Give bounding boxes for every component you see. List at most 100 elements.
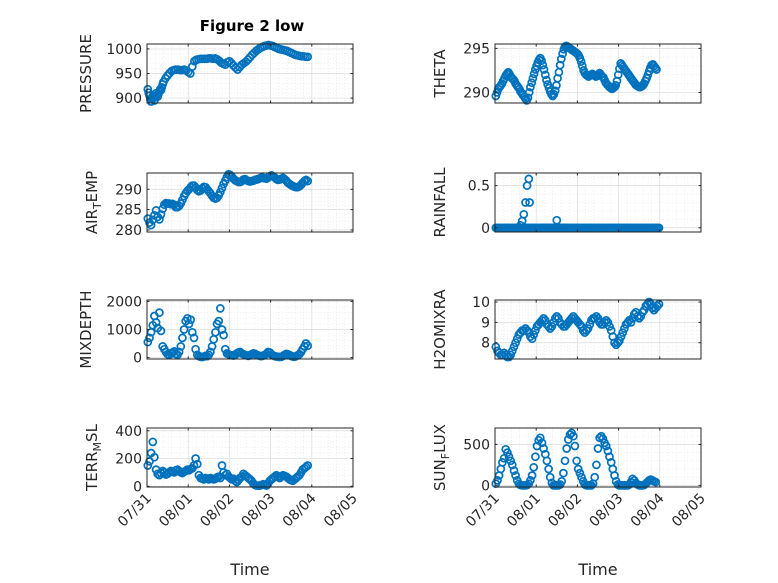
y-tick-label: 2000	[106, 294, 142, 310]
x-tick-label: 08/01	[156, 491, 196, 531]
data-point	[537, 56, 546, 66]
data-point	[626, 318, 636, 327]
data-point	[572, 456, 581, 466]
data-point	[556, 54, 566, 64]
data-point	[303, 341, 313, 351]
data-point	[506, 456, 516, 466]
series-markers	[143, 169, 313, 230]
y-tick-label: 285	[115, 203, 142, 219]
data-point	[577, 472, 586, 482]
data-point	[575, 468, 585, 478]
x-tick-label: 08/04	[628, 490, 668, 530]
data-point	[560, 456, 570, 466]
data-point	[156, 210, 166, 219]
x-tick-label: 08/04	[280, 490, 320, 530]
data-point	[301, 462, 311, 472]
data-point	[560, 223, 570, 233]
x-axis-label: Time	[229, 560, 269, 579]
subplot-mixdepth: 0 1000 2000 MIXDEPTH	[77, 290, 354, 369]
y-tick-label: 950	[115, 67, 142, 83]
data-point	[303, 52, 313, 62]
data-point	[540, 70, 550, 80]
data-point	[511, 471, 520, 480]
data-point	[535, 433, 545, 443]
data-point	[529, 330, 539, 339]
series-markers	[143, 40, 313, 106]
y-axis-label: SUNFLUX	[431, 424, 452, 491]
data-point	[525, 198, 534, 207]
y-tick-label: 400	[115, 424, 142, 440]
data-point	[552, 215, 562, 225]
data-point	[592, 460, 601, 470]
series-markers	[143, 304, 313, 362]
axes-frame	[494, 172, 702, 233]
series-markers	[491, 41, 661, 105]
data-point	[146, 220, 156, 230]
data-point	[206, 347, 215, 357]
figure-title: Figure 2 low	[200, 17, 305, 35]
data-point	[567, 313, 576, 323]
data-point	[611, 81, 621, 90]
y-tick-label: 8	[481, 336, 490, 352]
data-point	[509, 342, 519, 352]
subplot-sun-flux: 07/31 08/01 08/02 08/03 08/04 08/05 0 500 SUNFLU…	[431, 424, 709, 579]
data-point	[605, 322, 614, 331]
y-tick-label: 290	[115, 182, 142, 198]
data-point	[526, 82, 535, 92]
data-point	[178, 333, 187, 343]
y-tick-label: 0	[481, 478, 490, 494]
subplot-air-temp: 280 285 290 AIRTEMP	[83, 169, 354, 239]
x-axis-label: Time	[577, 560, 617, 579]
data-point	[573, 464, 583, 474]
data-point	[155, 215, 164, 224]
axes-frame	[146, 172, 354, 233]
data-point	[303, 461, 313, 470]
data-point	[652, 301, 662, 311]
data-point	[587, 481, 596, 490]
data-point	[493, 476, 502, 485]
y-axis-label: THETA	[431, 49, 449, 99]
y-axis-label: RAINFALL	[431, 167, 449, 238]
data-point	[519, 209, 529, 219]
subplot-h2omixra: 8 9 10 H2OMIXRA	[431, 289, 702, 370]
x-tick-label: 08/03	[587, 491, 627, 531]
x-tick-label: 08/02	[197, 491, 237, 531]
data-point	[155, 308, 164, 317]
y-tick-label: 0	[481, 221, 490, 237]
axes-frame	[494, 299, 702, 360]
data-point	[511, 338, 520, 348]
data-point	[509, 466, 519, 475]
data-point	[145, 333, 154, 343]
data-point	[544, 464, 553, 474]
data-point	[528, 73, 538, 83]
data-point	[537, 438, 547, 448]
data-point	[219, 330, 228, 340]
data-point	[215, 304, 225, 313]
y-tick-label: 10	[472, 295, 490, 311]
data-point	[303, 176, 313, 186]
data-point	[539, 444, 548, 453]
data-point	[576, 57, 586, 66]
data-point	[150, 452, 159, 462]
data-point	[176, 342, 186, 351]
y-tick-label: 900	[115, 91, 142, 107]
x-tick-label: 08/02	[545, 491, 585, 531]
data-point	[593, 444, 603, 453]
data-point	[550, 86, 560, 96]
data-point	[189, 333, 199, 343]
data-point	[562, 444, 572, 453]
y-axis-label: PRESSURE	[77, 34, 95, 113]
x-tick-label: 08/03	[239, 491, 279, 531]
data-point	[151, 318, 161, 327]
subplot-rainfall: 0 0.5 RAINFALL	[431, 167, 702, 238]
subplot-pressure: 900 950 1000 PRESSURE	[77, 34, 354, 113]
x-tick-label: 07/31	[463, 491, 503, 531]
series-markers	[143, 437, 313, 490]
data-point	[616, 332, 626, 341]
data-point	[526, 476, 535, 485]
data-point	[557, 476, 567, 486]
data-point	[503, 448, 512, 457]
data-point	[542, 75, 551, 85]
data-point	[179, 325, 189, 334]
